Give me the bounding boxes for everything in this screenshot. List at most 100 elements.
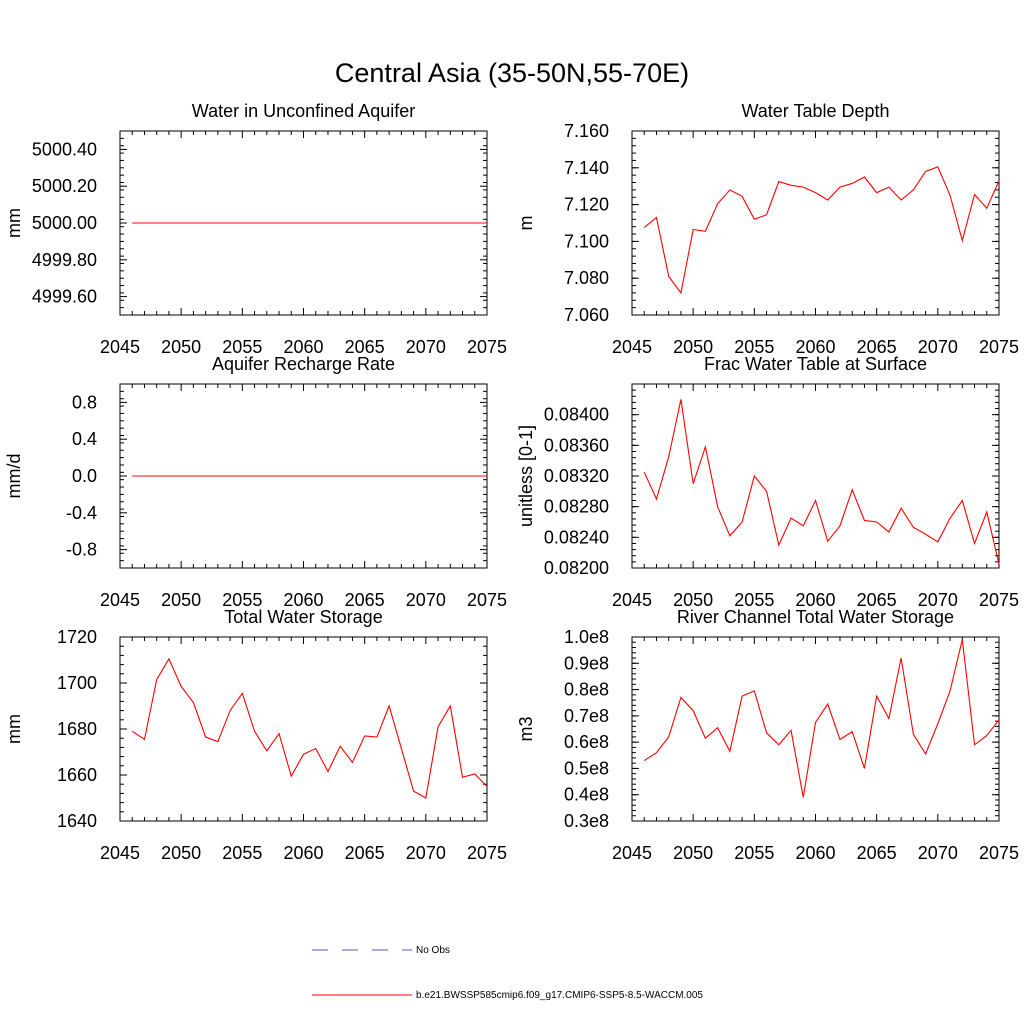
y-tick-label: 0.08360 <box>544 435 609 455</box>
x-tick-label: 2060 <box>795 843 835 863</box>
y-tick-label: 0.8e8 <box>564 680 609 700</box>
x-tick-label: 2070 <box>406 843 446 863</box>
y-tick-label: 0.08280 <box>544 497 609 517</box>
y-tick-label: 0.9e8 <box>564 653 609 673</box>
y-tick-label: 5000.20 <box>32 176 97 196</box>
series-line-0 <box>131 657 488 799</box>
y-tick-label: 1640 <box>57 811 97 831</box>
x-tick-label: 2065 <box>857 337 897 357</box>
y-axis-label: mm <box>4 208 24 238</box>
chart-panel-0: Water in Unconfined Aquifer mm 2045 2050 205… <box>4 101 507 357</box>
plot-frame <box>119 636 488 822</box>
chart-panel-3: Frac Water Table at Surface unitless [0-1… <box>516 354 1019 610</box>
x-tick-label: 2070 <box>406 590 446 610</box>
x-tick-label: 2045 <box>612 337 652 357</box>
x-tick-label: 2055 <box>222 590 262 610</box>
y-tick-label: 0.08240 <box>544 527 609 547</box>
x-tick-label: 2065 <box>345 337 385 357</box>
y-tick-label: -0.8 <box>66 540 97 560</box>
chart-panel-4: Total Water Storage mm 2045 2050 2055 2060 206… <box>4 607 507 863</box>
y-tick-label: 1660 <box>57 765 97 785</box>
chart-panel-2: Aquifer Recharge Rate mm/d 2045 2050 2055 206… <box>4 354 507 610</box>
x-tick-label: 2045 <box>100 843 140 863</box>
y-tick-label: 0.3e8 <box>564 811 609 831</box>
x-tick-label: 2060 <box>795 337 835 357</box>
x-tick-label: 2050 <box>673 590 713 610</box>
y-tick-label: 5000.00 <box>32 213 97 233</box>
plot-frame <box>631 636 1000 822</box>
x-tick-label: 2050 <box>161 590 201 610</box>
chart-title: Water in Unconfined Aquifer <box>192 101 415 121</box>
x-tick-label: 2065 <box>857 590 897 610</box>
y-tick-label: 7.060 <box>564 305 609 325</box>
legend-label-no-obs: No Obs <box>416 945 450 956</box>
x-tick-label: 2070 <box>918 843 958 863</box>
x-tick-label: 2055 <box>734 337 774 357</box>
x-tick-label: 2060 <box>795 590 835 610</box>
y-tick-label: 0.0 <box>72 466 97 486</box>
y-tick-label: 7.100 <box>564 231 609 251</box>
y-tick-label: 7.160 <box>564 121 609 141</box>
x-tick-label: 2050 <box>673 843 713 863</box>
x-tick-label: 2055 <box>734 590 774 610</box>
chart-panel-5: River Channel Total Water Storage m3 2045 2… <box>516 607 1019 863</box>
series-line-0 <box>643 639 1000 798</box>
y-tick-label: 1.0e8 <box>564 627 609 647</box>
x-tick-label: 2055 <box>222 843 262 863</box>
y-tick-label: 0.4 <box>72 429 97 449</box>
y-tick-label: 5000.40 <box>32 139 97 159</box>
chart-panels: Water in Unconfined Aquifer mm 2045 2050 205… <box>4 101 1019 863</box>
y-axis-label: mm <box>4 714 24 744</box>
x-tick-label: 2060 <box>283 590 323 610</box>
y-tick-label: -0.4 <box>66 503 97 523</box>
x-tick-label: 2075 <box>979 337 1019 357</box>
y-tick-label: 4999.80 <box>32 250 97 270</box>
chart-title: Total Water Storage <box>224 607 382 627</box>
y-tick-label: 1720 <box>57 627 97 647</box>
chart-title: River Channel Total Water Storage <box>677 607 954 627</box>
x-tick-label: 2045 <box>100 590 140 610</box>
chart-title: Water Table Depth <box>741 101 889 121</box>
x-tick-label: 2065 <box>345 590 385 610</box>
x-tick-label: 2045 <box>612 843 652 863</box>
x-tick-label: 2045 <box>612 590 652 610</box>
plot-frame <box>631 130 1000 316</box>
legend: No Obs b.e21.BWSSP585cmip6.f09_g17.CMIP6… <box>312 945 703 1001</box>
y-axis-label: m3 <box>516 716 536 741</box>
y-tick-label: 0.08200 <box>544 558 609 578</box>
y-tick-label: 4999.60 <box>32 287 97 307</box>
y-tick-label: 7.140 <box>564 158 609 178</box>
x-tick-label: 2075 <box>467 843 507 863</box>
x-tick-label: 2075 <box>467 590 507 610</box>
legend-label-model: b.e21.BWSSP585cmip6.f09_g17.CMIP6-SSP5-8… <box>416 990 703 1001</box>
y-tick-label: 0.8 <box>72 392 97 412</box>
x-tick-label: 2070 <box>918 590 958 610</box>
x-tick-label: 2050 <box>161 843 201 863</box>
x-tick-label: 2075 <box>979 843 1019 863</box>
x-tick-label: 2045 <box>100 337 140 357</box>
x-tick-label: 2070 <box>918 337 958 357</box>
y-tick-label: 7.120 <box>564 195 609 215</box>
plot-frame <box>631 383 1000 569</box>
y-tick-label: 0.08400 <box>544 405 609 425</box>
x-tick-label: 2075 <box>979 590 1019 610</box>
y-tick-label: 1700 <box>57 673 97 693</box>
x-tick-label: 2055 <box>734 843 774 863</box>
y-tick-label: 0.6e8 <box>564 732 609 752</box>
y-tick-label: 0.08320 <box>544 466 609 486</box>
x-tick-label: 2055 <box>222 337 262 357</box>
x-tick-label: 2065 <box>345 843 385 863</box>
figure-title: Central Asia (35-50N,55-70E) <box>335 58 689 88</box>
y-tick-label: 7.080 <box>564 268 609 288</box>
y-axis-label: mm/d <box>4 454 24 499</box>
y-tick-label: 0.5e8 <box>564 758 609 778</box>
y-tick-label: 0.4e8 <box>564 785 609 805</box>
chart-title: Frac Water Table at Surface <box>704 354 927 374</box>
x-tick-label: 2050 <box>673 337 713 357</box>
y-tick-label: 0.7e8 <box>564 706 609 726</box>
x-tick-label: 2060 <box>283 337 323 357</box>
x-tick-label: 2060 <box>283 843 323 863</box>
x-tick-label: 2075 <box>467 337 507 357</box>
x-tick-label: 2050 <box>161 337 201 357</box>
y-axis-label: unitless [0-1] <box>516 425 536 527</box>
